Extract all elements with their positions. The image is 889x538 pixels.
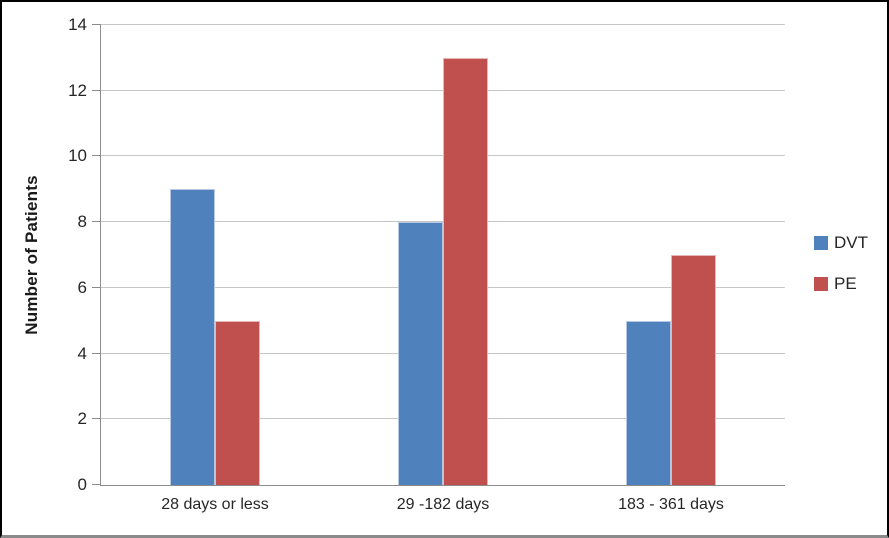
pe-legend-label: PE (834, 274, 857, 293)
x-tick-label-28-days-or-less: 28 days or less (161, 496, 269, 513)
y-tick-mark-4 (92, 352, 101, 354)
gridline-14 (101, 24, 785, 25)
y-tick-mark-10 (92, 155, 101, 157)
y-tick-label-10: 10 (68, 146, 87, 166)
x-tick-label-29-182-days: 29 -182 days (396, 496, 490, 513)
dvt-legend-label: DVT (834, 233, 868, 252)
y-tick-mark-6 (92, 286, 101, 288)
y-tick-label-6: 6 (77, 277, 87, 297)
y-tick-mark-2 (92, 418, 101, 420)
bar-pe-29-182-days (443, 57, 488, 485)
y-tick-label-0: 0 (77, 475, 87, 494)
y-tick-label-4: 4 (77, 343, 87, 363)
y-tick-mark-14 (92, 24, 101, 25)
y-tick-label-12: 12 (68, 80, 87, 100)
bar-dvt-28-days-or-less (170, 189, 215, 485)
y-tick-label-14: 14 (68, 15, 87, 34)
x-tick-label-183-361-days: 183 - 361 days (618, 496, 724, 513)
bar-dvt-183-361-days (626, 320, 671, 485)
y-tick-label-2: 2 (77, 409, 87, 429)
y-axis-title: Number of Patients (22, 175, 41, 335)
legend-item-dvt: DVT (814, 233, 868, 253)
pe-legend-swatch (814, 277, 828, 291)
bar-pe-28-days-or-less (215, 320, 260, 485)
y-tick-mark-12 (92, 89, 101, 91)
legend: DVT PE (814, 233, 868, 294)
bar-pe-183-361-days (671, 255, 716, 485)
legend-item-pe: PE (814, 274, 868, 294)
y-tick-mark-0 (92, 484, 101, 485)
bar-dvt-29-182-days (398, 222, 443, 485)
plot-area: 0 2 4 6 8 10 12 14 28 days or less 29 -182 days 18… (68, 15, 785, 513)
y-tick-label-8: 8 (77, 212, 87, 232)
y-tick-mark-8 (92, 221, 101, 223)
dvt-legend-swatch (814, 236, 828, 250)
